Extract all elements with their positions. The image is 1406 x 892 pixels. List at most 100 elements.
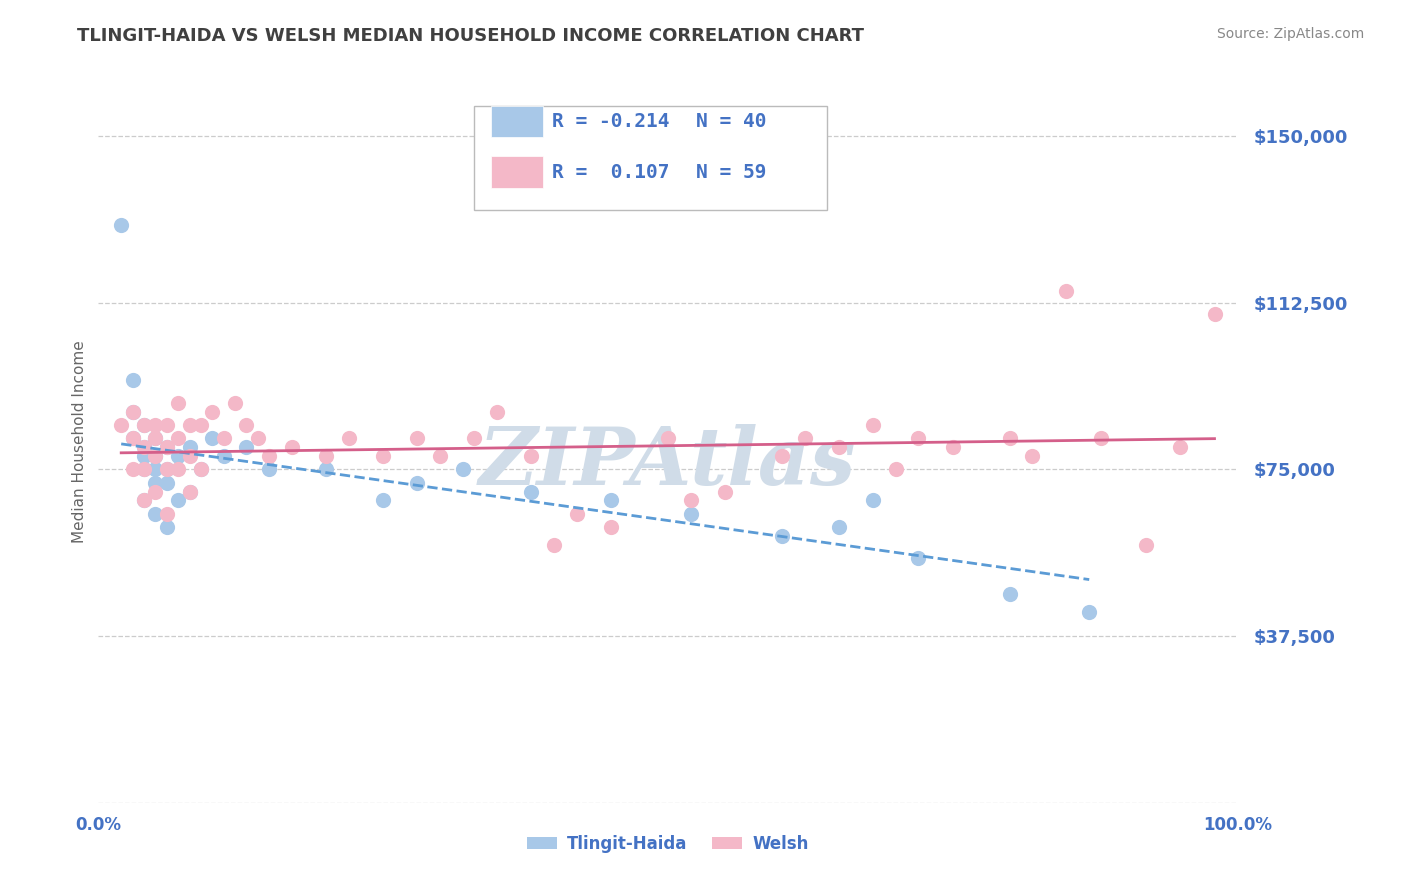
Point	[1078, 605, 1101, 619]
Point	[156, 475, 179, 490]
Point	[156, 507, 179, 521]
Point	[121, 462, 143, 476]
Bar	[491, 105, 543, 137]
Point	[132, 417, 155, 432]
Point	[235, 417, 257, 432]
Point	[132, 440, 155, 454]
Point	[451, 462, 474, 476]
Point	[145, 484, 167, 499]
Point	[121, 404, 143, 418]
Point	[179, 449, 201, 463]
Point	[337, 431, 360, 445]
Point	[315, 462, 337, 476]
Point	[1021, 449, 1043, 463]
Text: R = -0.214: R = -0.214	[551, 112, 669, 131]
Point	[679, 507, 702, 521]
Text: Source: ZipAtlas.com: Source: ZipAtlas.com	[1216, 27, 1364, 41]
Point	[281, 440, 304, 454]
Point	[862, 493, 884, 508]
Point	[156, 417, 179, 432]
Point	[132, 462, 155, 476]
Point	[942, 440, 965, 454]
Point	[190, 462, 212, 476]
Point	[110, 218, 132, 232]
Point	[315, 449, 337, 463]
Point	[371, 449, 394, 463]
Point	[156, 520, 179, 534]
Point	[486, 404, 509, 418]
Point	[167, 493, 190, 508]
Point	[156, 440, 179, 454]
Point	[121, 373, 143, 387]
Point	[520, 449, 543, 463]
Point	[190, 417, 212, 432]
Point	[145, 449, 167, 463]
Point	[406, 431, 429, 445]
Point	[1090, 431, 1112, 445]
Point	[212, 449, 235, 463]
Text: R =  0.107: R = 0.107	[551, 162, 669, 182]
Point	[167, 449, 190, 463]
Point	[884, 462, 907, 476]
Point	[167, 462, 190, 476]
Point	[132, 493, 155, 508]
Legend: Tlingit-Haida, Welsh: Tlingit-Haida, Welsh	[520, 828, 815, 860]
Point	[1204, 307, 1226, 321]
Point	[156, 462, 179, 476]
Text: N = 40: N = 40	[696, 112, 766, 131]
Point	[998, 587, 1021, 601]
Bar	[491, 156, 543, 188]
Point	[679, 493, 702, 508]
Point	[145, 462, 167, 476]
Point	[429, 449, 451, 463]
FancyBboxPatch shape	[474, 105, 827, 211]
Point	[406, 475, 429, 490]
Point	[121, 431, 143, 445]
Text: N = 59: N = 59	[696, 162, 766, 182]
Point	[132, 449, 155, 463]
Point	[145, 449, 167, 463]
Point	[145, 417, 167, 432]
Y-axis label: Median Household Income: Median Household Income	[72, 340, 87, 543]
Point	[145, 475, 167, 490]
Point	[657, 431, 679, 445]
Point	[235, 440, 257, 454]
Text: ZIPAtlas: ZIPAtlas	[479, 425, 856, 502]
Point	[145, 431, 167, 445]
Point	[179, 440, 201, 454]
Point	[179, 417, 201, 432]
Point	[600, 493, 623, 508]
Point	[121, 431, 143, 445]
Point	[167, 395, 190, 409]
Point	[793, 431, 815, 445]
Point	[132, 417, 155, 432]
Point	[600, 520, 623, 534]
Text: TLINGIT-HAIDA VS WELSH MEDIAN HOUSEHOLD INCOME CORRELATION CHART: TLINGIT-HAIDA VS WELSH MEDIAN HOUSEHOLD …	[77, 27, 865, 45]
Point	[259, 449, 281, 463]
Point	[828, 520, 851, 534]
Point	[463, 431, 485, 445]
Point	[998, 431, 1021, 445]
Point	[1135, 538, 1157, 552]
Point	[1170, 440, 1192, 454]
Point	[224, 395, 246, 409]
Point	[770, 529, 793, 543]
Point	[714, 484, 737, 499]
Point	[1054, 285, 1078, 299]
Point	[907, 551, 929, 566]
Point	[828, 440, 851, 454]
Point	[132, 440, 155, 454]
Point	[543, 538, 565, 552]
Point	[121, 404, 143, 418]
Point	[156, 440, 179, 454]
Point	[145, 507, 167, 521]
Point	[862, 417, 884, 432]
Point	[132, 493, 155, 508]
Point	[179, 484, 201, 499]
Point	[907, 431, 929, 445]
Point	[212, 431, 235, 445]
Point	[132, 462, 155, 476]
Point	[201, 404, 224, 418]
Point	[246, 431, 269, 445]
Point	[770, 449, 793, 463]
